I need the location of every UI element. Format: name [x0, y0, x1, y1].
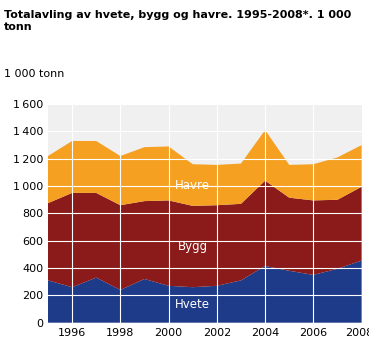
Text: Havre: Havre [175, 179, 210, 192]
Text: 1 000 tonn: 1 000 tonn [4, 69, 64, 79]
Text: Totalavling av hvete, bygg og havre. 1995-2008*. 1 000 tonn: Totalavling av hvete, bygg og havre. 199… [4, 10, 351, 32]
Text: Bygg: Bygg [177, 240, 208, 253]
Text: Hvete: Hvete [175, 298, 210, 312]
